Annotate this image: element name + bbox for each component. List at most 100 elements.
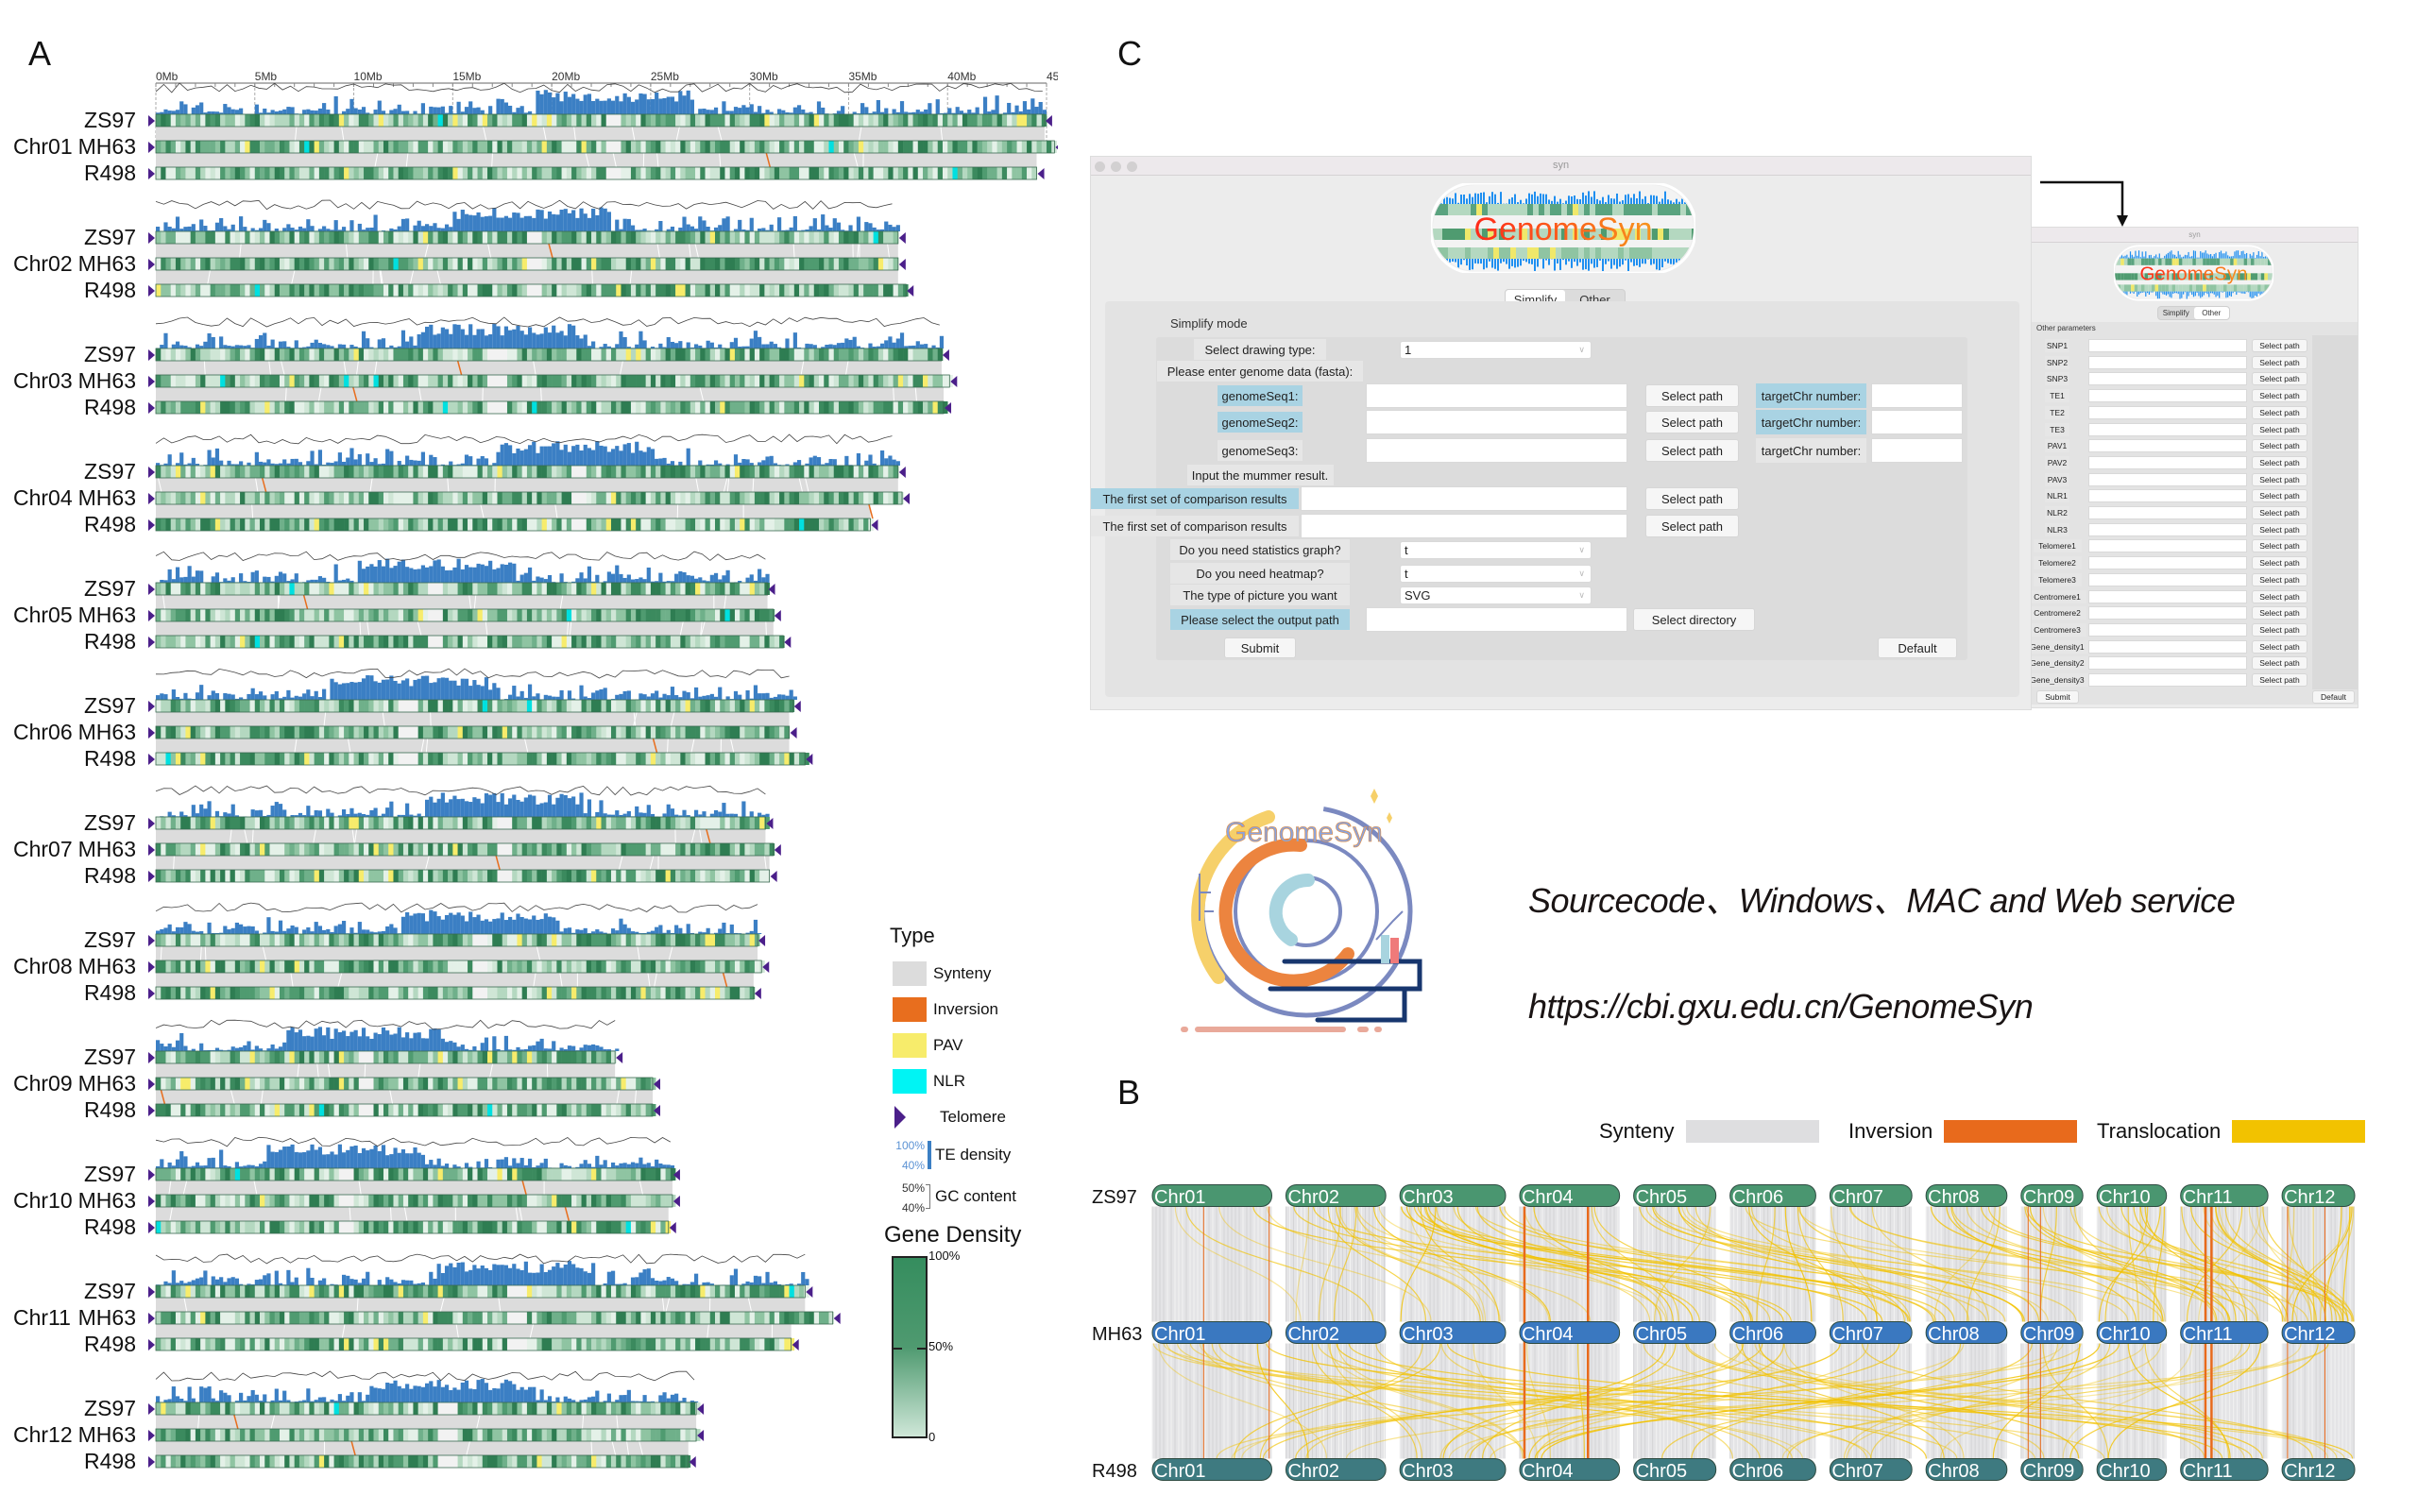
gene-density-cell [462,492,468,504]
te-density-bar [536,693,540,700]
telomere-marker [1055,144,1058,150]
gene-density-cell [170,167,177,179]
gene-density-cell [210,960,216,973]
gene-density-cell [828,258,835,270]
gene-density-cell [759,843,765,856]
gene-density-cell [858,492,864,504]
gene-density-cell [373,401,380,414]
gene-density-cell [720,518,725,531]
te-density-bar [725,216,730,231]
synteny-gap [313,828,316,844]
gene-density-cell [195,934,201,946]
gene-density-cell [705,817,711,829]
gene-density-cell [210,348,216,361]
gene-density-cell [240,843,246,856]
gene-density-cell [175,401,181,414]
gene-density-cell [942,167,948,179]
gene-density-cell [506,258,513,270]
synteny-gap [798,477,804,493]
te-density-bar [369,931,374,934]
te-density-bar [420,913,425,934]
gene-density-cell [333,753,340,765]
gene-density-cell [680,167,686,179]
te-density-bar [377,560,382,583]
gene-density-cell [843,518,849,531]
gene-density-cell [601,817,607,829]
gene-density-cell [566,817,572,829]
gene-density-cell [225,817,230,829]
gene-density-cell [349,843,354,856]
gene-density-cell [497,609,503,621]
gene-density-cell [665,284,672,297]
te-density-bar [163,463,168,466]
te-density-bar [868,223,873,231]
gene-density-cell [383,284,389,297]
gene-density-cell [249,518,256,531]
te-density-bar [812,455,817,466]
gene-density-cell [428,492,434,504]
gene-density-cell [234,492,241,504]
gene-density-cell [561,284,568,297]
gene-density-cell [709,141,716,153]
gene-density-cell [596,492,602,504]
gene-density-cell [566,375,572,387]
gene-density-cell [378,960,384,973]
gene-density-cell [402,636,409,648]
te-density-bar [191,457,196,466]
te-density-bar [207,230,212,231]
gene-density-cell [269,167,276,179]
gene-density-cell [417,700,424,712]
gene-density-cell [205,817,211,829]
gene-density-cell [402,141,409,153]
gene-density-cell [556,636,562,648]
gene-density-cell [452,726,458,739]
gene-density-cell [274,258,281,270]
gene-density-cell [645,231,652,244]
gene-density-cell [353,141,360,153]
gene-density-cell [269,466,276,478]
synteny-gap [485,620,488,637]
gene-density-cell [353,753,360,765]
gene-density-cell [645,167,652,179]
gene-density-cell [254,258,261,270]
gene-density-cell [536,114,542,127]
gene-density-cell [621,870,626,882]
te-density-bar [765,456,770,466]
te-density-bar [274,464,279,466]
te-density-bar [519,331,524,348]
gene-density-cell [512,583,518,595]
gene-density-cell [636,401,641,414]
te-density-bar [389,675,394,700]
gene-density-cell [214,753,221,765]
gene-density-cell [561,636,568,648]
te-density-bar [417,220,421,231]
gene-density-cell [373,609,380,621]
te-density-bar [496,217,501,231]
gene-density-cell [175,258,181,270]
gene-density-cell [616,700,622,712]
gene-density-cell [532,375,537,387]
gene-density-cell [284,518,290,531]
gene-density-cell [318,231,325,244]
te-density-bar [230,577,235,583]
synteny-gap [343,360,347,376]
axis-tick-label: 20Mb [552,70,580,83]
te-density-bar [591,100,596,114]
gene-density-cell [383,114,389,127]
te-density-bar [496,326,501,348]
te-density-bar [749,104,754,114]
gene-density-cell [274,583,281,595]
gene-density-cell [318,934,325,946]
gene-density-cell [497,167,503,179]
gene-density-cell [680,870,686,882]
te-density-bar [812,218,817,231]
gene-density-cell [720,609,725,621]
gene-density-cell [640,726,646,739]
axis-tick-label: 40Mb [947,70,976,83]
inversion-link [706,828,711,844]
gene-density-cell [848,141,854,153]
gene-density-cell [428,167,434,179]
gene-density-cell [338,141,345,153]
te-density-bar [543,579,548,583]
te-density-bar [223,578,228,583]
